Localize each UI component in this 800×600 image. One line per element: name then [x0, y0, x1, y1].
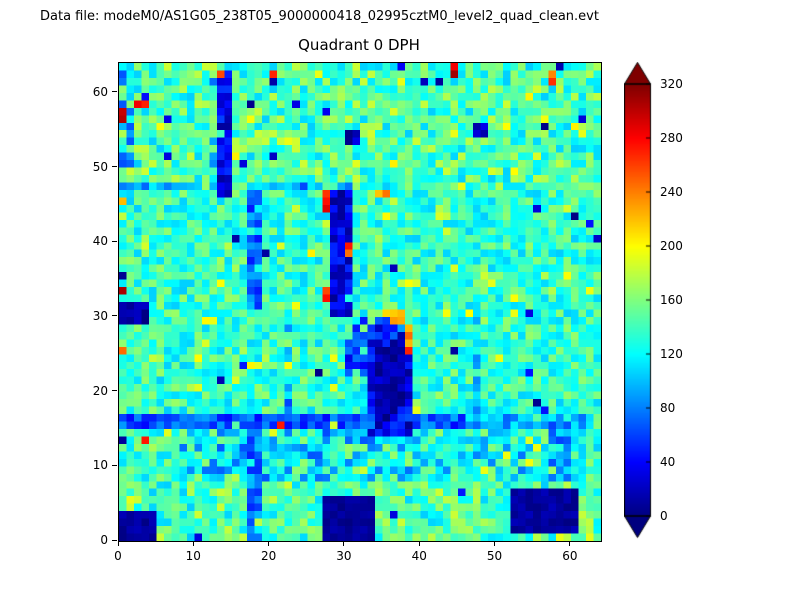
colorbar-tick-label: 40	[660, 455, 676, 469]
x-tick-label: 60	[562, 549, 578, 563]
colorbar-tick-label: 0	[660, 509, 668, 523]
y-tick-label: 0	[100, 533, 108, 547]
y-tick-label: 10	[92, 458, 108, 473]
colorbar-tick-label: 240	[660, 185, 683, 199]
x-tick-label: 50	[486, 549, 503, 563]
chart-title: Quadrant 0 DPH	[298, 36, 420, 54]
x-tick-label: 40	[411, 549, 427, 563]
y-tick-mark	[112, 240, 117, 242]
x-tick-label: 30	[336, 549, 352, 563]
x-tick-mark	[192, 541, 194, 546]
y-tick-label: 60	[92, 84, 108, 99]
x-tick-mark	[569, 541, 571, 546]
colorbar-tick-label: 80	[660, 401, 676, 415]
colorbar-tick-label: 280	[660, 131, 683, 145]
x-tick-mark	[494, 541, 496, 546]
colorbar-tick-label: 160	[660, 293, 683, 307]
heatmap-canvas	[119, 63, 601, 541]
y-tick-mark	[112, 166, 117, 168]
colorbar-tick-label: 320	[660, 77, 683, 91]
x-tick-label: 20	[260, 549, 277, 563]
x-tick-label: 10	[185, 549, 201, 563]
colorbar-tick-label: 120	[660, 347, 683, 361]
y-tick-mark	[112, 464, 117, 466]
colorbar	[624, 62, 652, 540]
y-tick-mark	[112, 315, 117, 317]
x-tick-label: 0	[114, 549, 122, 563]
y-tick-label: 30	[92, 308, 108, 323]
heatmap-plot-area	[118, 62, 602, 542]
x-tick-mark	[268, 541, 270, 546]
colorbar-tick-label: 200	[660, 239, 683, 253]
data-file-label: Data file: modeM0/AS1G05_238T05_90000004…	[40, 9, 599, 24]
x-tick-mark	[117, 541, 119, 546]
y-tick-mark	[112, 390, 117, 392]
y-tick-label: 40	[92, 234, 108, 249]
y-tick-label: 50	[92, 159, 108, 174]
y-tick-mark	[112, 539, 117, 541]
x-tick-mark	[343, 541, 345, 546]
x-tick-mark	[418, 541, 420, 546]
y-tick-mark	[112, 91, 117, 93]
y-tick-label: 20	[92, 383, 108, 398]
